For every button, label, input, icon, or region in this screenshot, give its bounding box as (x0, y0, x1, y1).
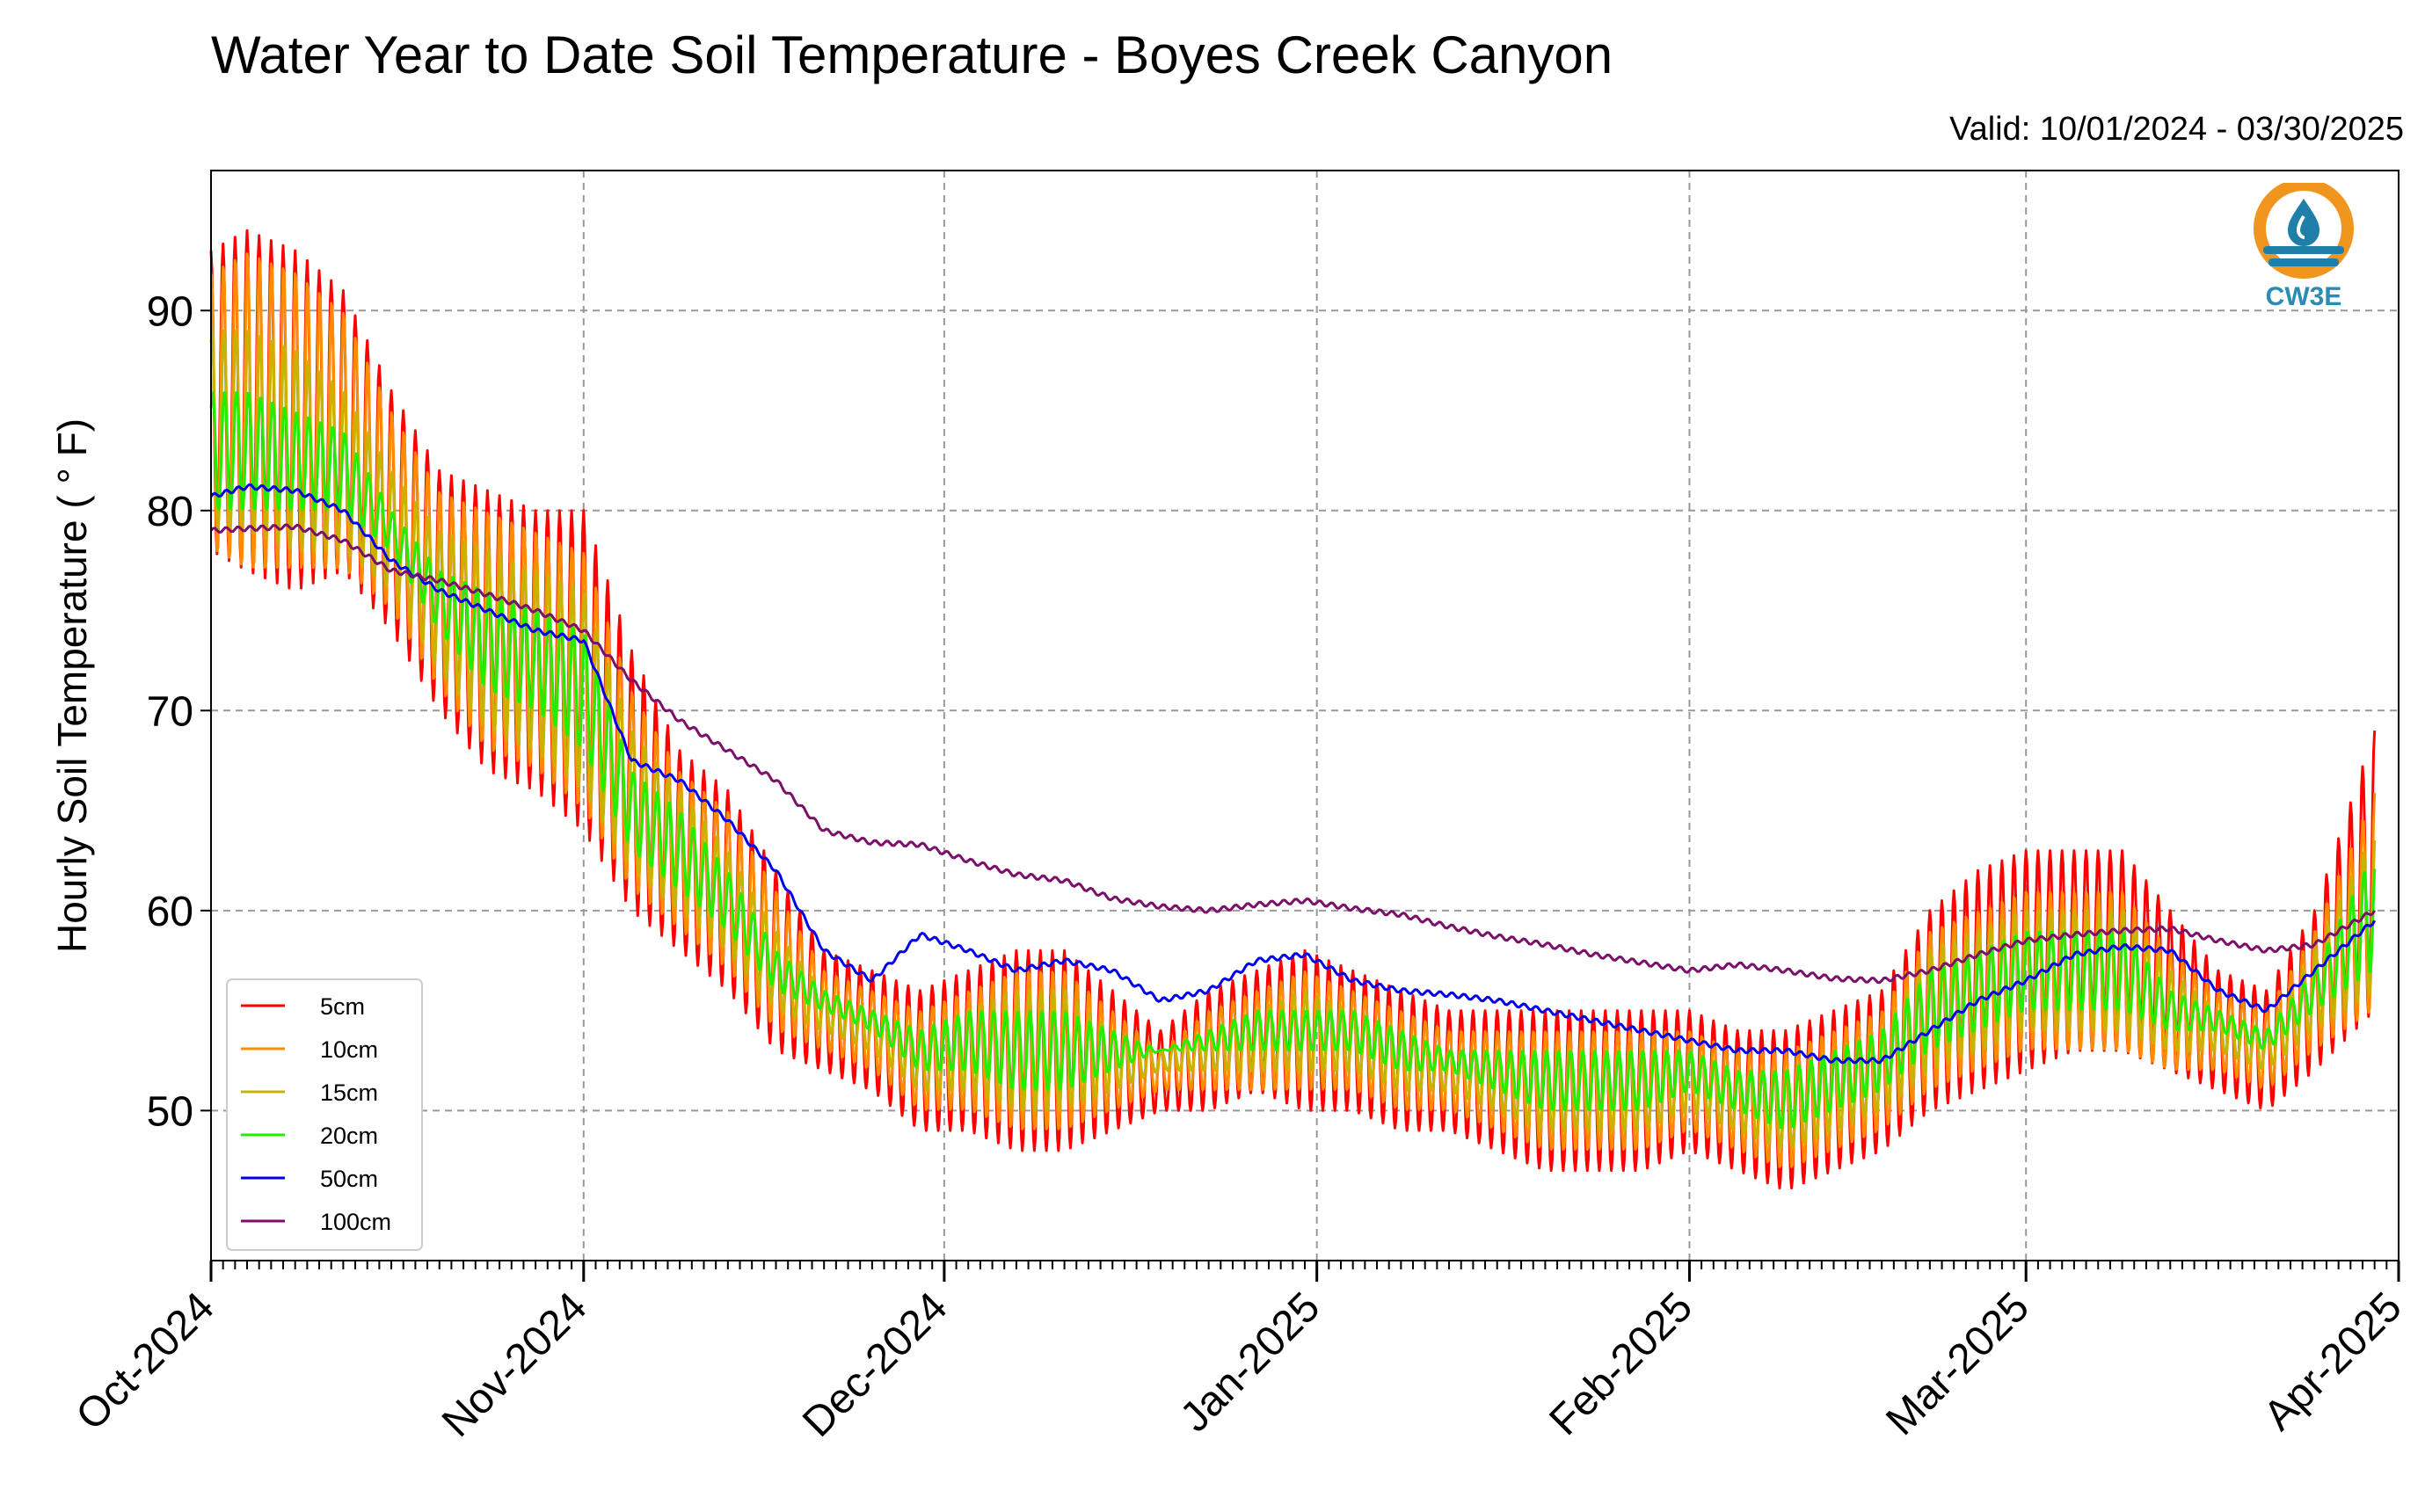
valid-date-range: Valid: 10/01/2024 - 03/30/2025 (1949, 111, 2404, 148)
logo-ring-icon (2254, 178, 2354, 279)
legend: 5cm 10cm 15cm 20cm 50cm 100cm (226, 978, 423, 1251)
x-tick-label: Apr-2025 (2255, 1283, 2411, 1439)
x-tick-label: Feb-2025 (1540, 1283, 1701, 1444)
y-tick-label: 60 (147, 889, 193, 935)
logo-wave-icon (2268, 258, 2339, 266)
logo-drop-icon (2288, 199, 2319, 246)
logo-wave-icon (2263, 246, 2344, 254)
axes: 50 60 70 80 90 Oct-2024 Nov-2024 Dec-2024 Jan-20… (68, 288, 2411, 1446)
y-tick-label: 90 (147, 288, 193, 335)
chart-title: Water Year to Date Soil Temperature - Bo… (211, 25, 1613, 84)
series-line-10cm (209, 252, 2377, 1168)
series-line-5cm (209, 229, 2377, 1189)
logo-drop-highlight-icon (2296, 214, 2305, 239)
y-tick-label: 50 (147, 1088, 193, 1135)
series-lines (209, 229, 2377, 1189)
grid-lines (211, 171, 2399, 1261)
legend-label-50cm: 50cm (320, 1166, 378, 1192)
logo-text: CW3E (2265, 282, 2342, 311)
y-tick-label: 70 (147, 688, 193, 735)
cw3e-logo: CW3E (2251, 178, 2356, 323)
legend-box (226, 978, 423, 1251)
y-tick-label: 80 (147, 489, 193, 535)
x-tick-label: Oct-2024 (68, 1283, 223, 1439)
x-tick-label: Jan-2025 (1171, 1283, 1329, 1441)
series-line-15cm (209, 329, 2377, 1150)
x-tick-label: Nov-2024 (433, 1283, 596, 1446)
series-line-20cm (209, 390, 2377, 1130)
x-tick-label: Mar-2025 (1877, 1283, 2038, 1444)
legend-label-10cm: 10cm (320, 1036, 378, 1063)
legend-label-100cm: 100cm (320, 1209, 391, 1235)
x-tick-label: Dec-2024 (794, 1283, 957, 1446)
legend-label-20cm: 20cm (320, 1123, 378, 1149)
legend-label-5cm: 5cm (320, 993, 365, 1020)
series-line-50cm (209, 483, 2377, 1065)
legend-label-15cm: 15cm (320, 1079, 378, 1106)
series-line-100cm (209, 523, 2376, 985)
